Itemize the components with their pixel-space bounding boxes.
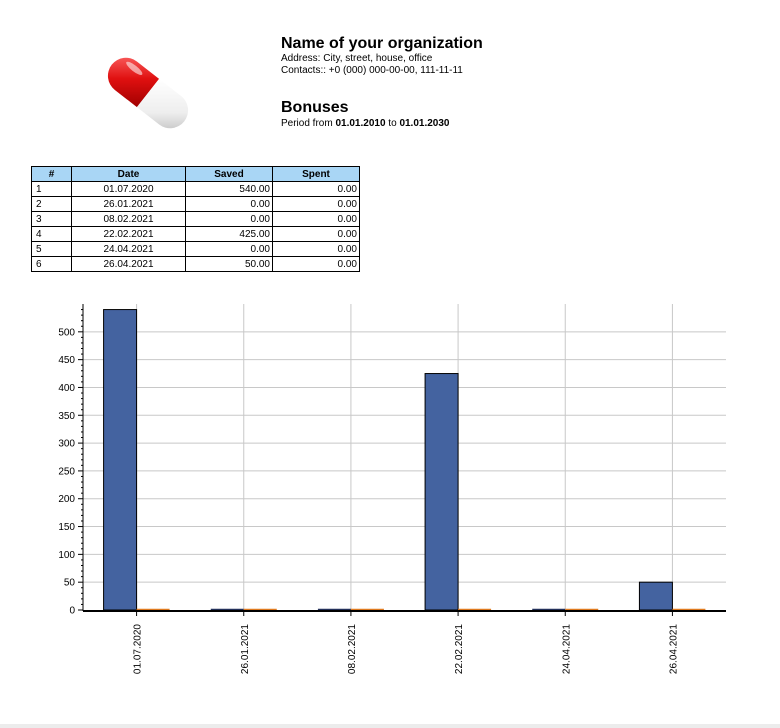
bar-saved bbox=[103, 309, 138, 611]
col-header-spent: Spent bbox=[272, 166, 360, 182]
cell-saved: 50.00 bbox=[185, 256, 273, 272]
cell-date: 26.04.2021 bbox=[71, 256, 186, 272]
cell-date: 26.01.2021 bbox=[71, 196, 186, 212]
table-row: 6 26.04.2021 50.00 0.00 bbox=[31, 256, 360, 272]
cell-date: 24.04.2021 bbox=[71, 241, 186, 257]
y-tick-label: 450 bbox=[58, 355, 75, 366]
period-mid: to bbox=[385, 118, 400, 129]
bonuses-table: # Date Saved Spent 1 01.07.2020 540.00 0… bbox=[31, 166, 360, 272]
cell-date: 01.07.2020 bbox=[71, 181, 186, 197]
organization-block: Name of your organization Address: City,… bbox=[281, 34, 483, 77]
organization-name: Name of your organization bbox=[281, 35, 483, 52]
period-prefix: Period from bbox=[281, 118, 336, 129]
report-title: Bonuses bbox=[281, 99, 349, 116]
cell-number: 1 bbox=[31, 181, 72, 197]
x-tick-label: 26.01.2021 bbox=[240, 624, 251, 674]
x-tick-label: 24.04.2021 bbox=[561, 624, 572, 674]
pill-capsule-icon bbox=[107, 57, 189, 129]
table-row: 2 26.01.2021 0.00 0.00 bbox=[31, 196, 360, 212]
x-tick-label: 26.04.2021 bbox=[668, 624, 679, 674]
period-to: 01.01.2030 bbox=[399, 118, 450, 129]
bar-saved bbox=[424, 373, 459, 611]
cell-saved: 540.00 bbox=[185, 181, 273, 197]
organization-address: Address: City, street, house, office bbox=[281, 53, 433, 64]
cell-number: 3 bbox=[31, 211, 72, 227]
cell-date: 08.02.2021 bbox=[71, 211, 186, 227]
table-row: 5 24.04.2021 0.00 0.00 bbox=[31, 241, 360, 257]
cell-saved: 425.00 bbox=[185, 226, 273, 242]
col-header-number: # bbox=[31, 166, 72, 182]
cell-spent: 0.00 bbox=[272, 226, 360, 242]
y-tick-label: 500 bbox=[58, 327, 75, 338]
y-tick-label: 150 bbox=[58, 522, 75, 533]
cell-spent: 0.00 bbox=[272, 196, 360, 212]
cell-saved: 0.00 bbox=[185, 241, 273, 257]
cell-spent: 0.00 bbox=[272, 211, 360, 227]
y-tick-label: 100 bbox=[58, 550, 75, 561]
table-header-row: # Date Saved Spent bbox=[31, 166, 360, 182]
cell-number: 5 bbox=[31, 241, 72, 257]
cell-date: 22.02.2021 bbox=[71, 226, 186, 242]
y-tick-label: 50 bbox=[64, 578, 76, 589]
table-row: 4 22.02.2021 425.00 0.00 bbox=[31, 226, 360, 242]
cell-spent: 0.00 bbox=[272, 256, 360, 272]
x-tick-label: 01.07.2020 bbox=[133, 624, 144, 674]
x-tick-label: 22.02.2021 bbox=[454, 624, 465, 674]
organization-contacts: Contacts:: +0 (000) 000-00-00, 111-11-11 bbox=[281, 65, 463, 76]
col-header-saved: Saved bbox=[185, 166, 273, 182]
cell-number: 4 bbox=[31, 226, 72, 242]
bonuses-bar-chart: 0 50 100 150 200 250 300 350 400 450 500 01.07.2020… bbox=[58, 304, 726, 674]
cell-saved: 0.00 bbox=[185, 211, 273, 227]
report-period: Period from 01.01.2010 to 01.01.2030 bbox=[281, 117, 450, 131]
period-from: 01.01.2010 bbox=[335, 118, 386, 129]
cell-number: 2 bbox=[31, 196, 72, 212]
cell-spent: 0.00 bbox=[272, 241, 360, 257]
cell-spent: 0.00 bbox=[272, 181, 360, 197]
col-header-date: Date bbox=[71, 166, 186, 182]
table-row: 3 08.02.2021 0.00 0.00 bbox=[31, 211, 360, 227]
y-tick-label: 300 bbox=[58, 439, 75, 450]
y-tick-label: 0 bbox=[69, 606, 75, 617]
page-footer-divider bbox=[0, 724, 780, 728]
report-block: Bonuses Period from 01.01.2010 to 01.01.… bbox=[281, 98, 450, 131]
cell-saved: 0.00 bbox=[185, 196, 273, 212]
y-tick-label: 250 bbox=[58, 466, 75, 477]
x-tick-label: 08.02.2021 bbox=[347, 624, 358, 674]
y-tick-label: 350 bbox=[58, 411, 75, 422]
y-tick-label: 400 bbox=[58, 383, 75, 394]
bar-saved bbox=[638, 581, 673, 611]
cell-number: 6 bbox=[31, 256, 72, 272]
y-tick-label: 200 bbox=[58, 494, 75, 505]
table-row: 1 01.07.2020 540.00 0.00 bbox=[31, 181, 360, 197]
